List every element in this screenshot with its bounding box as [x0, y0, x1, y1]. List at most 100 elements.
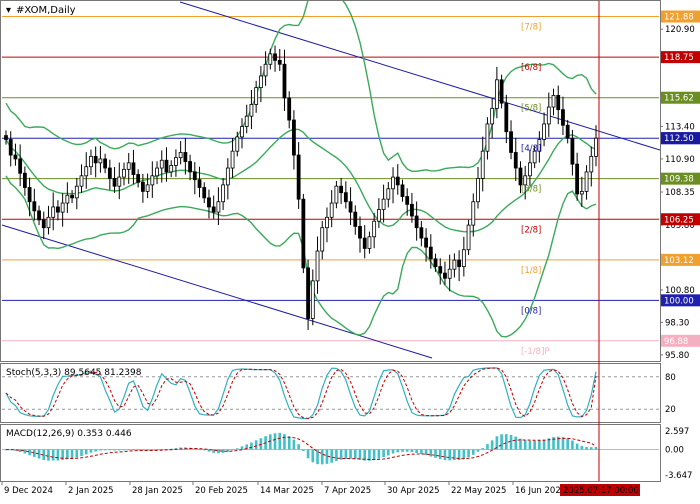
macd-bar — [528, 440, 532, 450]
candle — [386, 182, 391, 208]
date-tick-label: 20 Feb 2025 — [195, 486, 248, 496]
candles — [4, 45, 598, 330]
murray-price-tag: 109.38 — [664, 175, 694, 185]
candle — [447, 254, 452, 292]
murray-lines — [2, 16, 659, 342]
candle — [282, 49, 287, 111]
candle — [4, 130, 8, 145]
candle — [164, 147, 169, 182]
upper-band — [5, 1, 597, 172]
macd-bar — [269, 434, 272, 450]
macd-bar — [127, 449, 131, 451]
candle — [268, 48, 273, 70]
candle — [56, 200, 60, 221]
price-tick-label: 95.80 — [665, 351, 689, 361]
candle — [254, 80, 259, 113]
macd-bar — [547, 438, 551, 450]
candle — [122, 162, 126, 186]
date-tick-label: 22 May 2025 — [451, 486, 506, 496]
candle — [240, 118, 244, 149]
macd-bar — [552, 436, 555, 450]
candle — [84, 152, 89, 189]
candle — [424, 228, 428, 262]
candle — [32, 188, 37, 221]
macd-bar — [316, 449, 319, 465]
macd-bar — [471, 449, 475, 455]
macd-bar — [51, 449, 55, 461]
murray-price-tag: 100.00 — [664, 296, 694, 306]
candle — [249, 89, 254, 130]
macd-bar — [306, 449, 310, 459]
macd-bar — [202, 449, 206, 451]
macd-bar — [457, 449, 461, 461]
candle — [126, 152, 131, 184]
macd-bar — [103, 449, 107, 451]
candle — [89, 149, 93, 176]
stoch-tick-label: 80 — [665, 373, 676, 383]
macd-bar — [160, 449, 164, 450]
candle — [79, 164, 84, 193]
murray-level-label: [5/8] — [521, 104, 541, 114]
macd-bar — [594, 447, 598, 450]
macd-bar — [486, 444, 489, 450]
candle — [145, 173, 150, 199]
macd-bar — [462, 449, 466, 460]
candle — [452, 253, 457, 278]
channel-line — [1, 224, 433, 359]
candle — [27, 177, 32, 217]
macd-bar — [523, 440, 527, 450]
macd-bar — [132, 449, 135, 451]
cursor-date-tag: 2025.07.17 00:00 — [563, 486, 639, 496]
macd-bar — [453, 449, 456, 461]
candle — [202, 182, 207, 204]
macd-bar — [122, 449, 126, 451]
candle — [528, 149, 532, 186]
date-tick-label: 28 Jan 2025 — [132, 486, 183, 496]
candle — [480, 136, 485, 192]
candle — [589, 146, 594, 187]
macd-bar — [42, 449, 46, 461]
macd-bar — [420, 449, 423, 455]
candle — [579, 176, 584, 207]
candle — [159, 150, 164, 183]
candle — [225, 158, 230, 200]
candle — [315, 236, 320, 294]
murray-level-label: [1/8] — [521, 266, 541, 276]
macd-bar — [254, 440, 258, 450]
macd-bar — [221, 449, 225, 453]
macd-bar — [273, 433, 277, 450]
macd-bar — [245, 444, 249, 450]
macd-bar — [344, 449, 348, 459]
candle — [150, 161, 155, 198]
macd-bar — [358, 449, 362, 460]
murray-price-tag: 106.25 — [664, 215, 694, 225]
macd-bar — [556, 436, 560, 450]
candle — [476, 166, 480, 209]
macd-bar — [179, 447, 182, 450]
candle — [306, 259, 310, 330]
middle-band — [5, 128, 597, 233]
price-tick-label: 110.90 — [665, 155, 695, 165]
murray-level-label: [-1/8]P — [521, 347, 550, 357]
candle — [532, 145, 537, 169]
macd-bar — [542, 439, 546, 450]
candle — [339, 177, 344, 205]
date-tick-label: 30 Apr 2025 — [387, 486, 440, 496]
candle — [556, 85, 561, 125]
candle — [584, 165, 589, 200]
candle — [310, 269, 315, 326]
date-axis: 9 Dec 2024 2 Jan 2025 28 Jan 2025 20 Feb 20… — [1, 482, 640, 496]
macd-bar — [70, 449, 74, 459]
candle — [65, 182, 70, 213]
candle — [174, 149, 178, 177]
macd-bar — [278, 432, 282, 450]
candle — [136, 169, 141, 188]
candle — [178, 141, 183, 165]
candle — [461, 236, 466, 277]
murray-price-tag: 118.75 — [664, 53, 694, 63]
macd-bar — [259, 438, 263, 450]
murray-level-label: [4/8] — [521, 144, 541, 154]
price-tick-label: 120.90 — [665, 25, 695, 35]
date-tick-label: 9 Dec 2024 — [4, 486, 53, 496]
